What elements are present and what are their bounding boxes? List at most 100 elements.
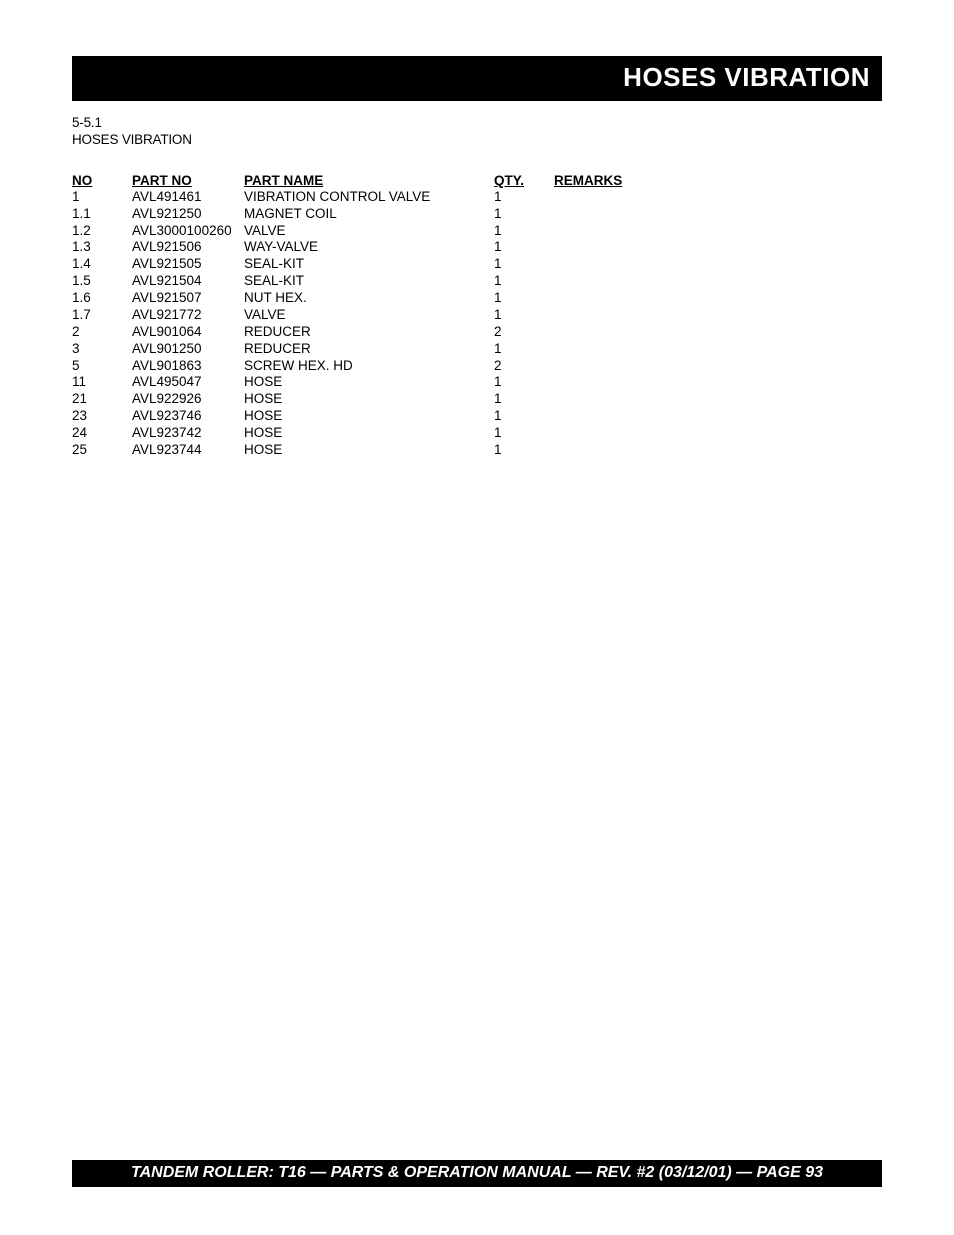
cell-part_no: AVL901863 [132,358,244,375]
cell-no: 23 [72,408,132,425]
cell-qty: 1 [494,290,554,307]
cell-remarks [554,408,882,425]
cell-remarks [554,374,882,391]
cell-qty: 2 [494,324,554,341]
cell-no: 1.6 [72,290,132,307]
cell-part_no: AVL921250 [132,206,244,223]
section-title: HOSES VIBRATION [72,132,882,149]
cell-remarks [554,189,882,206]
cell-name: VIBRATION CONTROL VALVE [244,189,494,206]
cell-name: VALVE [244,307,494,324]
section-label: 5-5.1 HOSES VIBRATION [72,115,882,149]
cell-name: HOSE [244,408,494,425]
cell-part_no: AVL921506 [132,239,244,256]
cell-name: SEAL-KIT [244,256,494,273]
table-row: 1.5AVL921504SEAL-KIT1 [72,273,882,290]
cell-part_no: AVL922926 [132,391,244,408]
cell-no: 1.2 [72,223,132,240]
cell-remarks [554,256,882,273]
table-row: 23AVL923746HOSE1 [72,408,882,425]
cell-qty: 1 [494,374,554,391]
cell-part_no: AVL923744 [132,442,244,459]
cell-name: NUT HEX. [244,290,494,307]
cell-part_no: AVL901250 [132,341,244,358]
table-row: 24AVL923742HOSE1 [72,425,882,442]
cell-part_no: AVL495047 [132,374,244,391]
cell-part_no: AVL491461 [132,189,244,206]
table-row: 25AVL923744HOSE1 [72,442,882,459]
cell-qty: 1 [494,408,554,425]
page-header-title: HOSES VIBRATION [623,62,870,92]
cell-part_no: AVL921507 [132,290,244,307]
cell-part_no: AVL923742 [132,425,244,442]
cell-qty: 1 [494,307,554,324]
cell-qty: 1 [494,341,554,358]
cell-no: 11 [72,374,132,391]
cell-name: HOSE [244,425,494,442]
cell-part_no: AVL921505 [132,256,244,273]
cell-name: VALVE [244,223,494,240]
cell-remarks [554,425,882,442]
cell-name: SEAL-KIT [244,273,494,290]
cell-no: 2 [72,324,132,341]
cell-qty: 1 [494,189,554,206]
cell-remarks [554,442,882,459]
cell-name: REDUCER [244,341,494,358]
cell-qty: 1 [494,206,554,223]
cell-no: 1 [72,189,132,206]
table-row: 2AVL901064REDUCER2 [72,324,882,341]
cell-remarks [554,290,882,307]
cell-remarks [554,307,882,324]
cell-qty: 2 [494,358,554,375]
cell-qty: 1 [494,273,554,290]
col-header-qty: QTY. [494,173,554,189]
table-row: 1.6AVL921507NUT HEX.1 [72,290,882,307]
cell-qty: 1 [494,425,554,442]
cell-qty: 1 [494,223,554,240]
table-row: 1AVL491461VIBRATION CONTROL VALVE1 [72,189,882,206]
cell-no: 21 [72,391,132,408]
parts-table: NO PART NO PART NAME QTY. REMARKS 1AVL49… [72,173,882,459]
cell-remarks [554,206,882,223]
cell-remarks [554,273,882,290]
table-row: 5AVL901863SCREW HEX. HD2 [72,358,882,375]
page-footer-text: TANDEM ROLLER: T16 — PARTS & OPERATION M… [131,1164,823,1181]
table-row: 3AVL901250REDUCER1 [72,341,882,358]
table-row: 21AVL922926HOSE1 [72,391,882,408]
cell-part_no: AVL901064 [132,324,244,341]
cell-name: MAGNET COIL [244,206,494,223]
cell-no: 1.3 [72,239,132,256]
cell-qty: 1 [494,239,554,256]
page-header-bar: HOSES VIBRATION [72,56,882,101]
cell-remarks [554,341,882,358]
table-row: 11AVL495047HOSE1 [72,374,882,391]
col-header-name: PART NAME [244,173,494,189]
cell-name: HOSE [244,442,494,459]
table-row: 1.4AVL921505SEAL-KIT1 [72,256,882,273]
cell-remarks [554,239,882,256]
cell-no: 1.5 [72,273,132,290]
cell-no: 3 [72,341,132,358]
cell-qty: 1 [494,442,554,459]
cell-part_no: AVL921772 [132,307,244,324]
cell-part_no: AVL3000100260 [132,223,244,240]
cell-no: 25 [72,442,132,459]
section-number: 5-5.1 [72,115,882,132]
table-row: 1.1AVL921250MAGNET COIL1 [72,206,882,223]
cell-name: WAY-VALVE [244,239,494,256]
cell-remarks [554,223,882,240]
cell-remarks [554,391,882,408]
cell-name: REDUCER [244,324,494,341]
cell-remarks [554,358,882,375]
table-body: 1AVL491461VIBRATION CONTROL VALVE11.1AVL… [72,189,882,459]
col-header-no: NO [72,173,132,189]
table-row: 1.7AVL921772VALVE1 [72,307,882,324]
col-header-part-no: PART NO [132,173,244,189]
cell-no: 1.7 [72,307,132,324]
cell-remarks [554,324,882,341]
cell-qty: 1 [494,391,554,408]
page-content: HOSES VIBRATION 5-5.1 HOSES VIBRATION NO… [0,0,954,459]
cell-name: HOSE [244,391,494,408]
cell-qty: 1 [494,256,554,273]
cell-no: 5 [72,358,132,375]
